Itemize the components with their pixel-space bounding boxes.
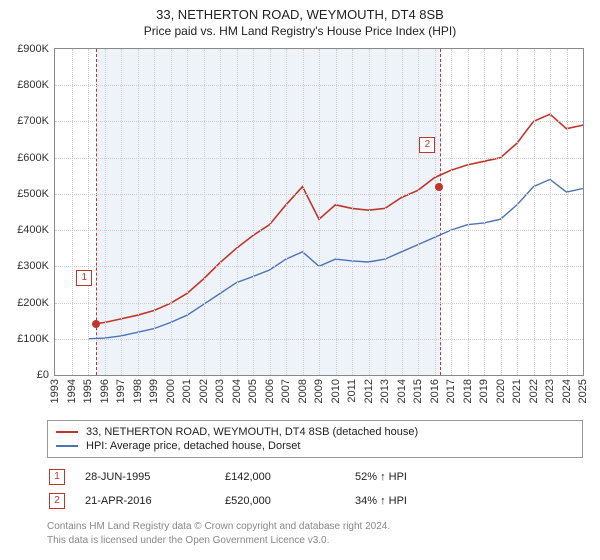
y-tick-label: £300K bbox=[17, 260, 49, 272]
x-tick-label: 2015 bbox=[412, 379, 424, 403]
y-tick-label: £900K bbox=[17, 43, 49, 55]
x-tick-label: 1995 bbox=[82, 379, 94, 403]
legend-swatch bbox=[56, 431, 78, 433]
x-tick-label: 2010 bbox=[330, 379, 342, 403]
y-tick-label: £200K bbox=[17, 297, 49, 309]
x-tick-label: 2017 bbox=[445, 379, 457, 403]
x-tick-label: 2002 bbox=[198, 379, 210, 403]
sale-marker-box: 2 bbox=[49, 493, 65, 509]
x-tick-label: 2009 bbox=[313, 379, 325, 403]
sale-marker-box: 1 bbox=[49, 469, 65, 485]
legend-swatch bbox=[56, 445, 78, 447]
x-tick-label: 2007 bbox=[280, 379, 292, 403]
x-tick-label: 2008 bbox=[297, 379, 309, 403]
legend-label: 33, NETHERTON ROAD, WEYMOUTH, DT4 8SB (d… bbox=[86, 426, 418, 438]
sale-date: 28-JUN-1995 bbox=[85, 471, 225, 483]
sale-marker-label: 2 bbox=[419, 137, 435, 153]
x-tick-label: 2006 bbox=[264, 379, 276, 403]
chart-container: 33, NETHERTON ROAD, WEYMOUTH, DT4 8SB Pr… bbox=[0, 0, 600, 560]
legend-item: HPI: Average price, detached house, Dors… bbox=[56, 439, 574, 453]
x-tick-label: 2020 bbox=[495, 379, 507, 403]
sale-price: £520,000 bbox=[225, 495, 355, 507]
footer-line: Contains HM Land Registry data © Crown c… bbox=[47, 520, 583, 534]
x-tick-label: 2003 bbox=[214, 379, 226, 403]
sale-price: £142,000 bbox=[225, 471, 355, 483]
sale-pct: 34% ↑ HPI bbox=[355, 495, 495, 507]
sale-marker-label: 1 bbox=[76, 270, 92, 286]
y-tick-label: £100K bbox=[17, 333, 49, 345]
x-tick-label: 2000 bbox=[165, 379, 177, 403]
chart-subtitle: Price paid vs. HM Land Registry's House … bbox=[0, 24, 600, 38]
x-tick-label: 1998 bbox=[132, 379, 144, 403]
plot-area: £0£100K£200K£300K£400K£500K£600K£700K£80… bbox=[54, 48, 584, 376]
sale-marker-dot bbox=[92, 320, 100, 328]
x-tick-label: 1994 bbox=[66, 379, 78, 403]
y-tick-label: £400K bbox=[17, 224, 49, 236]
x-tick-label: 2025 bbox=[577, 379, 589, 403]
x-tick-label: 2012 bbox=[363, 379, 375, 403]
x-tick-label: 2023 bbox=[544, 379, 556, 403]
x-tick-label: 2011 bbox=[346, 379, 358, 403]
y-tick-label: £800K bbox=[17, 79, 49, 91]
x-tick-label: 2019 bbox=[478, 379, 490, 403]
footer: Contains HM Land Registry data © Crown c… bbox=[47, 520, 583, 547]
x-tick-label: 2021 bbox=[511, 379, 523, 403]
sale-marker-dot bbox=[435, 183, 443, 191]
sale-row: 2 21-APR-2016 £520,000 34% ↑ HPI bbox=[47, 489, 583, 513]
chart-title: 33, NETHERTON ROAD, WEYMOUTH, DT4 8SB bbox=[0, 0, 600, 24]
x-tick-label: 1999 bbox=[148, 379, 160, 403]
y-tick-label: £600K bbox=[17, 152, 49, 164]
x-tick-label: 2022 bbox=[528, 379, 540, 403]
legend: 33, NETHERTON ROAD, WEYMOUTH, DT4 8SB (d… bbox=[47, 420, 583, 458]
x-tick-label: 2005 bbox=[247, 379, 259, 403]
series-line bbox=[96, 114, 583, 323]
y-tick-label: £700K bbox=[17, 115, 49, 127]
x-tick-label: 1996 bbox=[99, 379, 111, 403]
sale-pct: 52% ↑ HPI bbox=[355, 471, 495, 483]
y-tick-label: £0 bbox=[37, 369, 49, 381]
x-tick-label: 2001 bbox=[181, 379, 193, 403]
sale-date: 21-APR-2016 bbox=[85, 495, 225, 507]
x-tick-label: 2016 bbox=[429, 379, 441, 403]
x-tick-label: 2018 bbox=[462, 379, 474, 403]
x-tick-label: 2014 bbox=[396, 379, 408, 403]
sales-table: 1 28-JUN-1995 £142,000 52% ↑ HPI 2 21-AP… bbox=[47, 465, 583, 513]
sale-row: 1 28-JUN-1995 £142,000 52% ↑ HPI bbox=[47, 465, 583, 489]
x-tick-label: 1997 bbox=[115, 379, 127, 403]
legend-item: 33, NETHERTON ROAD, WEYMOUTH, DT4 8SB (d… bbox=[56, 425, 574, 439]
x-tick-label: 2004 bbox=[231, 379, 243, 403]
x-tick-label: 1993 bbox=[49, 379, 61, 403]
legend-label: HPI: Average price, detached house, Dors… bbox=[86, 440, 300, 452]
x-tick-label: 2013 bbox=[379, 379, 391, 403]
y-tick-label: £500K bbox=[17, 188, 49, 200]
x-tick-label: 2024 bbox=[561, 379, 573, 403]
footer-line: This data is licensed under the Open Gov… bbox=[47, 534, 583, 548]
